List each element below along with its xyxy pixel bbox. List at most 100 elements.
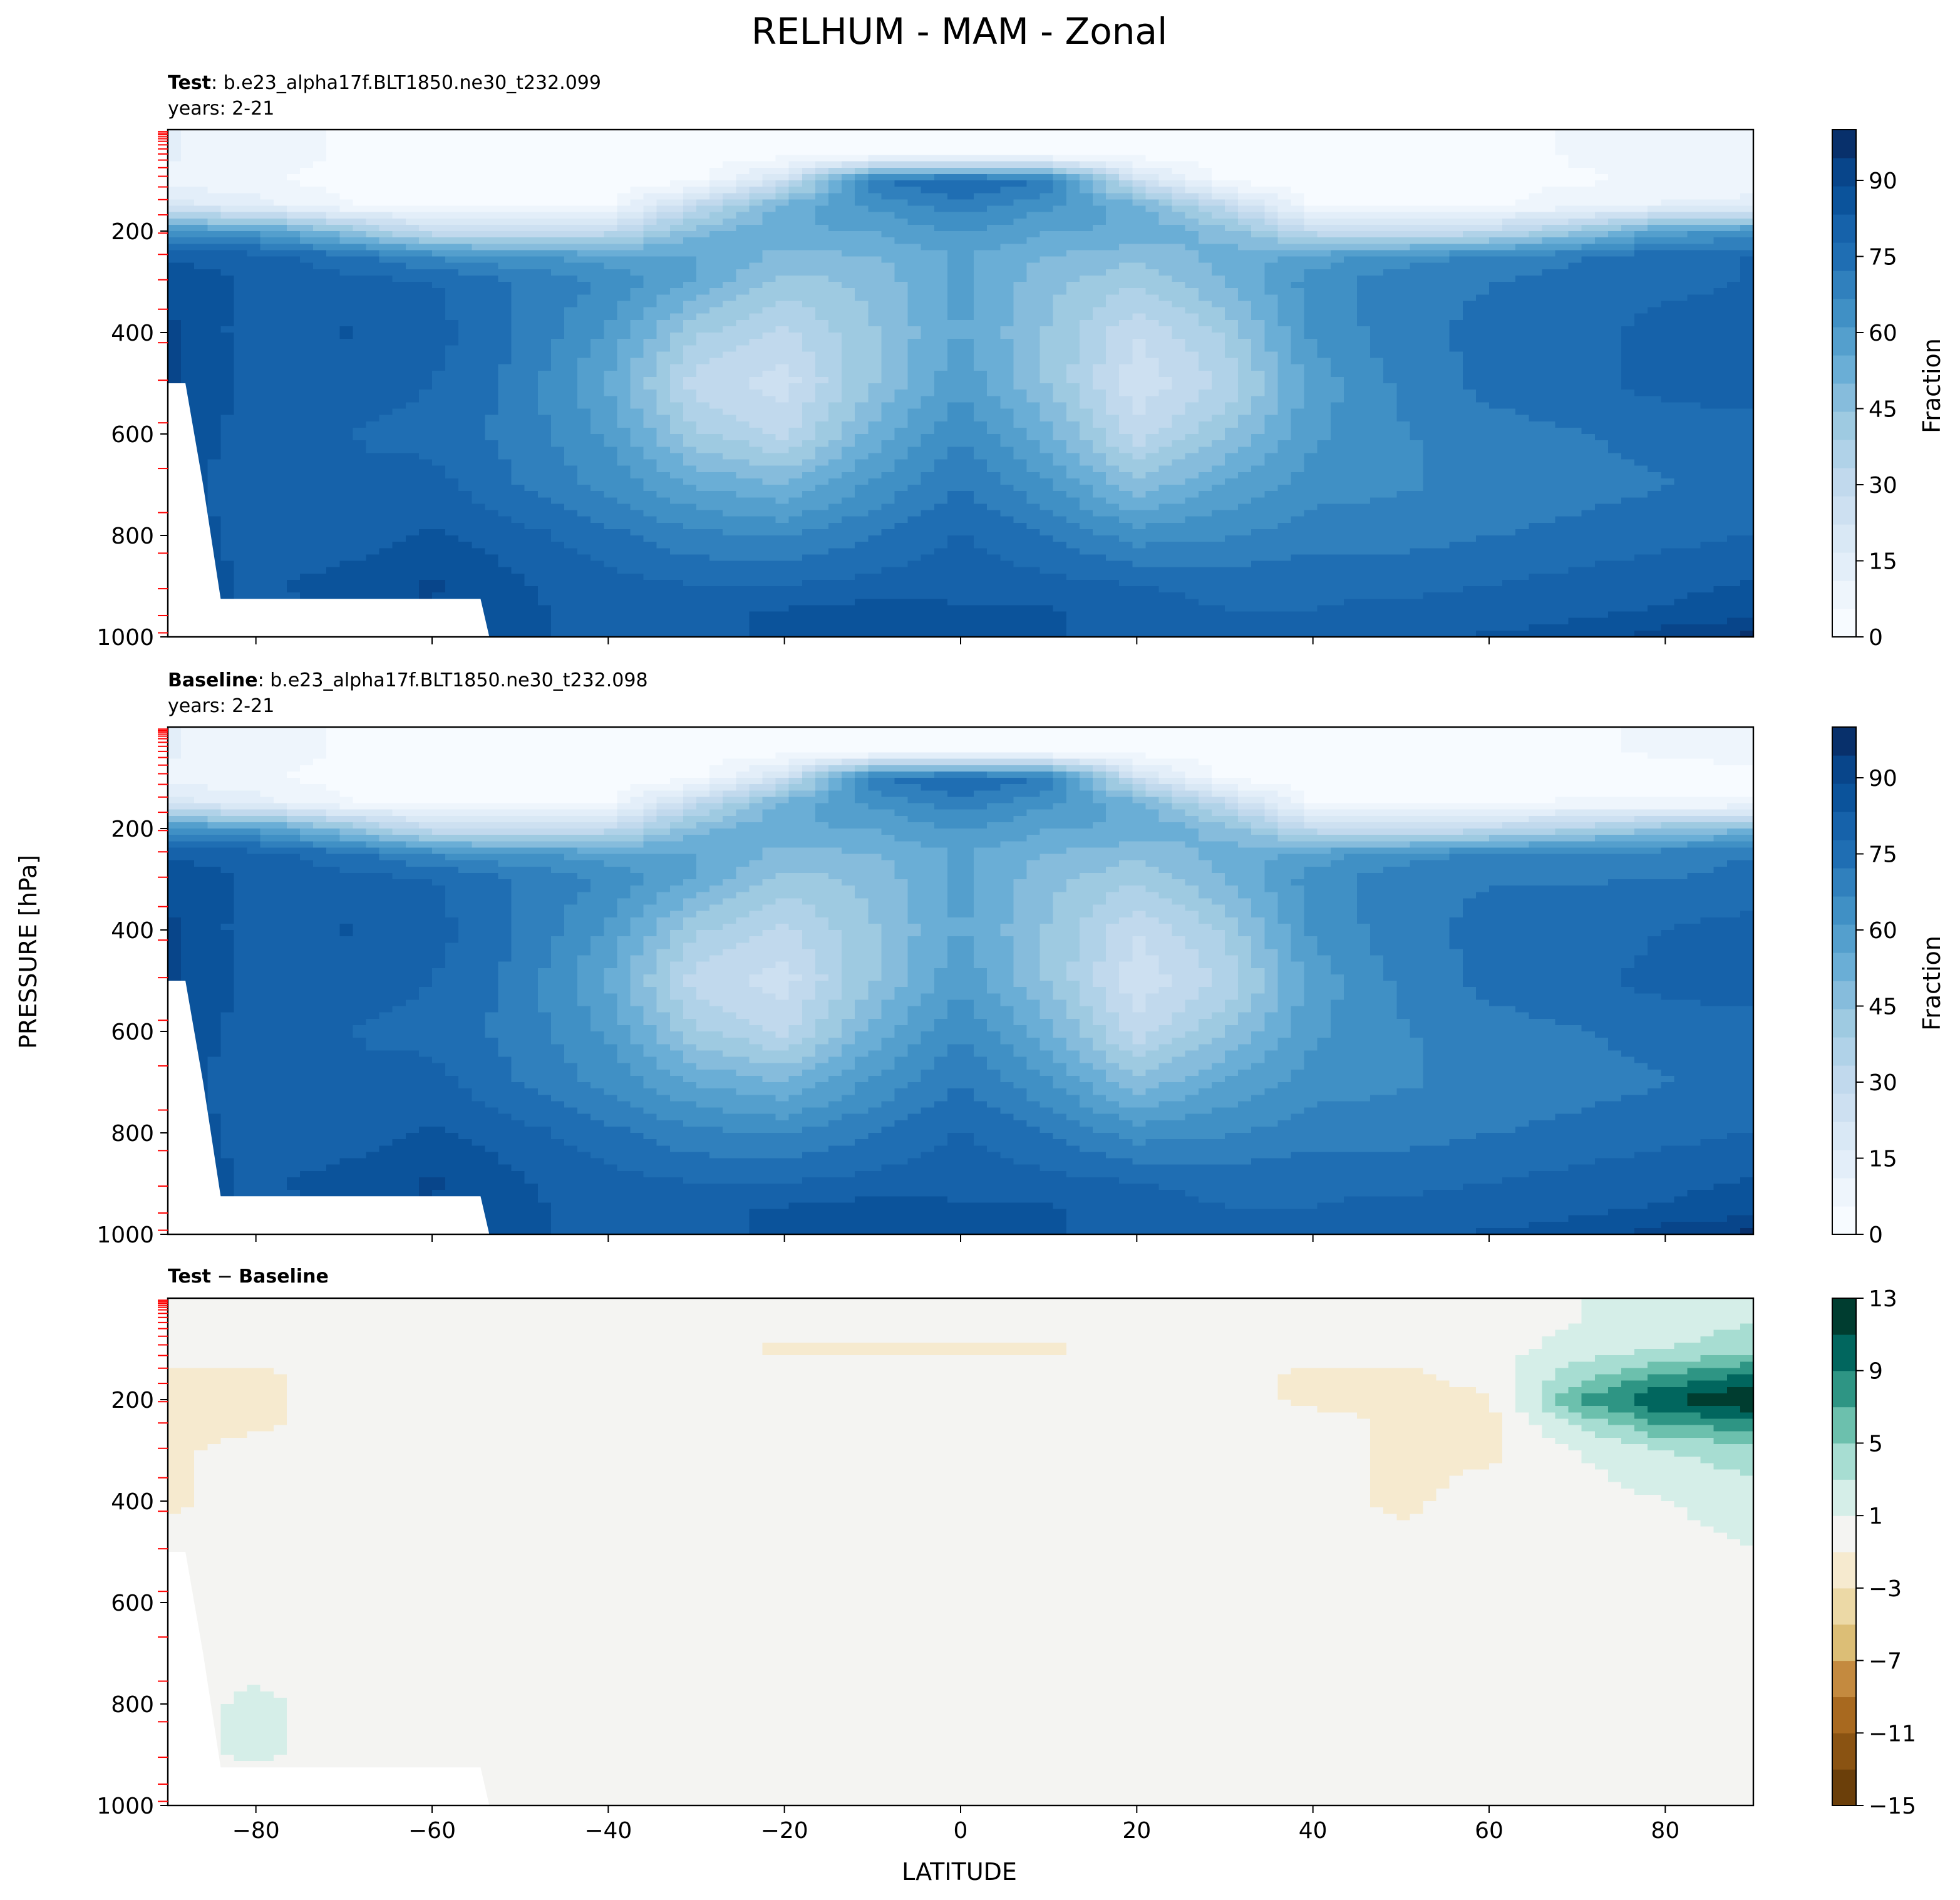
contour-cell (683, 301, 697, 307)
contour-cell (1450, 168, 1463, 175)
contour-cell (1277, 250, 1291, 257)
contour-cell (512, 219, 525, 225)
contour-cell (1066, 377, 1080, 384)
contour-cell (1264, 383, 1278, 390)
contour-cell (961, 333, 974, 339)
contour-cell (895, 320, 909, 327)
contour-cell (1225, 250, 1239, 257)
contour-cell (683, 390, 697, 396)
contour-cell (1410, 155, 1423, 162)
contour-cell (1172, 206, 1186, 213)
contour-cell (1040, 162, 1054, 168)
contour-cell (1370, 276, 1384, 282)
contour-cell (1212, 148, 1225, 155)
contour-cell (1648, 142, 1661, 149)
contour-cell (1331, 168, 1344, 175)
contour-cell (1634, 314, 1648, 321)
contour-cell (1040, 180, 1054, 187)
contour-cell (339, 294, 353, 301)
contour-cell (696, 294, 710, 301)
contour-cell (591, 199, 604, 206)
contour-cell (934, 142, 948, 149)
contour-cell (1489, 180, 1503, 187)
contour-cell (1331, 130, 1344, 137)
contour-cell (168, 294, 182, 301)
contour-cell (551, 282, 565, 289)
contour-cell (339, 237, 353, 244)
contour-cell (815, 130, 829, 137)
contour-cell (512, 320, 525, 327)
contour-cell (1515, 219, 1529, 225)
contour-cell (300, 351, 314, 358)
contour-cell (1661, 269, 1674, 276)
contour-cell (881, 219, 895, 225)
contour-cell (1027, 320, 1041, 327)
contour-cell (551, 219, 565, 225)
contour-cell (207, 250, 221, 257)
contour-cell (1502, 199, 1516, 206)
contour-cell (1489, 339, 1503, 346)
contour-cell (604, 130, 617, 137)
contour-cell (631, 237, 644, 244)
contour-cell (300, 294, 314, 301)
contour-cell (1132, 345, 1146, 352)
contour-cell (512, 263, 525, 270)
contour-cell (696, 263, 710, 270)
contour-cell (1701, 199, 1715, 206)
contour-cell (1542, 225, 1555, 232)
contour-cell (1476, 130, 1490, 137)
contour-cell (1212, 250, 1225, 257)
contour-cell (247, 212, 261, 219)
contour-cell (1344, 314, 1358, 321)
contour-cell (1212, 364, 1225, 371)
contour-cell (525, 193, 539, 200)
contour-cell (1674, 314, 1688, 321)
contour-cell (987, 301, 1001, 307)
contour-cell (855, 301, 869, 307)
contour-cell (1436, 333, 1450, 339)
contour-cell (842, 371, 855, 378)
contour-cell (1529, 282, 1542, 289)
contour-cell (458, 339, 472, 346)
contour-cell (260, 320, 274, 327)
contour-cell (577, 174, 591, 181)
contour-cell (287, 180, 301, 187)
contour-cell (1040, 168, 1054, 175)
contour-cell (1740, 162, 1754, 168)
contour-cell (1066, 162, 1080, 168)
contour-cell (1648, 269, 1661, 276)
contour-cell (617, 263, 631, 270)
contour-cell (644, 345, 658, 352)
contour-cell (1423, 301, 1437, 307)
contour-cell (1436, 130, 1450, 137)
contour-cell (1080, 263, 1093, 270)
contour-cell (1199, 180, 1212, 187)
contour-cell (1331, 250, 1344, 257)
contour-cell (1529, 358, 1542, 365)
contour-cell (525, 339, 539, 346)
contour-cell (366, 237, 380, 244)
contour-cell (657, 263, 671, 270)
contour-cell (393, 339, 406, 346)
contour-cell (644, 320, 658, 327)
contour-cell (1119, 269, 1133, 276)
contour-cell (1463, 351, 1477, 358)
contour-cell (458, 162, 472, 168)
contour-cell (1066, 276, 1080, 282)
contour-cell (1080, 212, 1093, 219)
contour-cell (1595, 162, 1609, 168)
contour-cell (1634, 237, 1648, 244)
contour-cell (723, 383, 736, 390)
contour-cell (1450, 212, 1463, 219)
contour-cell (458, 155, 472, 162)
contour-cell (934, 314, 948, 321)
contour-cell (168, 212, 182, 219)
contour-cell (881, 250, 895, 257)
contour-cell (1463, 231, 1477, 238)
contour-cell (207, 383, 221, 390)
contour-cell (617, 383, 631, 390)
contour-cell (974, 358, 988, 365)
contour-cell (1000, 320, 1014, 327)
contour-cell (1145, 294, 1159, 301)
contour-cell (1463, 155, 1477, 162)
